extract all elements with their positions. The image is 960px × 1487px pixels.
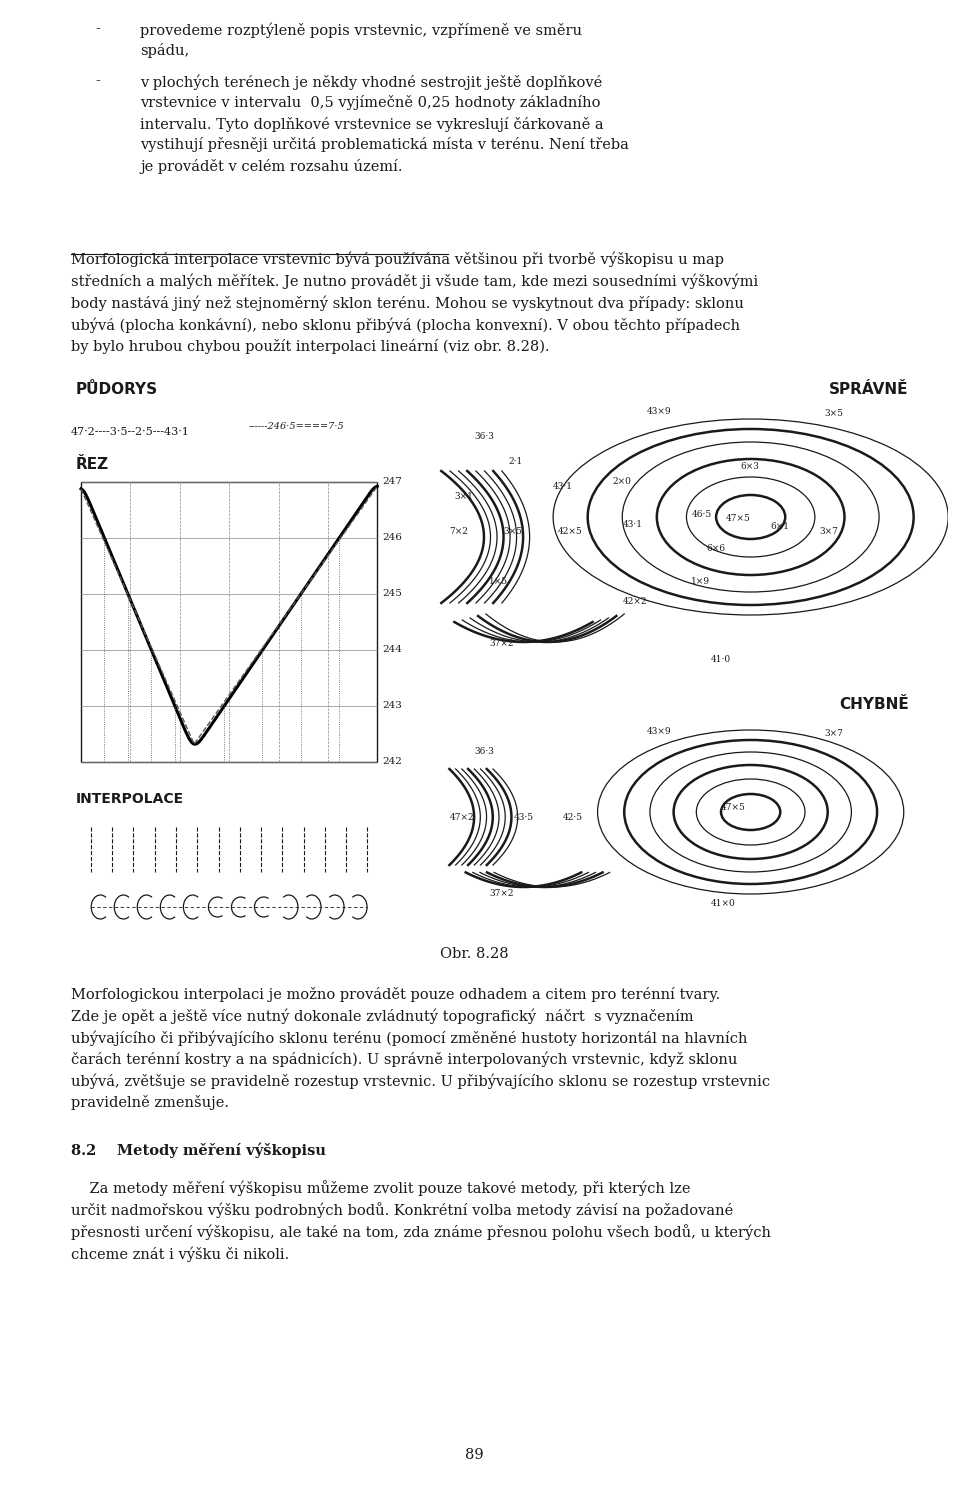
Text: 247: 247 bbox=[382, 477, 402, 486]
Text: 41·0: 41·0 bbox=[711, 656, 732, 665]
Text: ŘEZ: ŘEZ bbox=[76, 457, 109, 471]
Text: Morfologická interpolace vrstevnic bývá používána většinou při tvorbě výškopisu : Morfologická interpolace vrstevnic bývá … bbox=[71, 251, 758, 354]
Text: 43·1: 43·1 bbox=[622, 520, 642, 529]
Text: 3×5: 3×5 bbox=[504, 528, 523, 537]
Text: 43·5: 43·5 bbox=[514, 812, 534, 821]
Text: 46·5: 46·5 bbox=[691, 510, 711, 519]
Bar bbox=[81, 482, 377, 761]
Text: 6×1: 6×1 bbox=[771, 522, 789, 531]
Text: 245: 245 bbox=[382, 589, 402, 598]
Text: 6×6: 6×6 bbox=[707, 544, 725, 553]
Text: 3×5: 3×5 bbox=[825, 409, 844, 418]
Text: 89: 89 bbox=[465, 1448, 484, 1462]
Text: 2·1: 2·1 bbox=[509, 458, 523, 467]
Text: 242: 242 bbox=[382, 757, 402, 766]
Text: 246: 246 bbox=[382, 534, 402, 543]
Text: SPRÁVNĚ: SPRÁVNĚ bbox=[829, 382, 909, 397]
Text: 37×2: 37×2 bbox=[489, 889, 514, 898]
Text: ------246·5====7·5: ------246·5====7·5 bbox=[249, 422, 345, 431]
Text: 8.2    Metody měření výškopisu: 8.2 Metody měření výškopisu bbox=[71, 1142, 326, 1157]
Text: Obr. 8.28: Obr. 8.28 bbox=[440, 947, 509, 961]
Text: 43×9: 43×9 bbox=[647, 727, 672, 736]
Text: 47×5: 47×5 bbox=[721, 803, 746, 812]
Text: 47×2: 47×2 bbox=[449, 812, 474, 821]
Text: 6×3: 6×3 bbox=[741, 462, 759, 471]
Text: 42×2: 42×2 bbox=[622, 598, 647, 607]
Text: 244: 244 bbox=[382, 645, 402, 654]
Text: 47·2----3·5--2·5---43·1: 47·2----3·5--2·5---43·1 bbox=[71, 427, 190, 437]
Text: 243: 243 bbox=[382, 702, 402, 711]
Text: Morfologickou interpolaci je možno provádět pouze odhadem a citem pro terénní tv: Morfologickou interpolaci je možno prová… bbox=[71, 987, 770, 1109]
Text: CHYBNĚ: CHYBNĚ bbox=[839, 697, 909, 712]
Text: 7×2: 7×2 bbox=[449, 528, 468, 537]
Text: -: - bbox=[96, 74, 101, 88]
Text: 47×5: 47×5 bbox=[726, 515, 751, 523]
Text: 2×0: 2×0 bbox=[612, 477, 632, 486]
Text: PŮDORYS: PŮDORYS bbox=[76, 382, 158, 397]
Text: v plochých terénech je někdy vhodné sestrojit ještě doplňkové
vrstevnice v inter: v plochých terénech je někdy vhodné sest… bbox=[140, 74, 629, 174]
Text: 41×0: 41×0 bbox=[711, 900, 736, 909]
Text: 36·3: 36·3 bbox=[474, 748, 494, 757]
Text: 42·5: 42·5 bbox=[563, 812, 583, 821]
Text: provedeme rozptýleně popis vrstevnic, vzpřímeně ve směru
spádu,: provedeme rozptýleně popis vrstevnic, vz… bbox=[140, 22, 583, 58]
Text: 37×2: 37×2 bbox=[489, 639, 514, 648]
Text: 3×7: 3×7 bbox=[820, 528, 839, 537]
Text: Za metody měření výškopisu můžeme zvolit pouze takové metody, při kterých lze
ur: Za metody měření výškopisu můžeme zvolit… bbox=[71, 1181, 771, 1262]
Text: 43×9: 43×9 bbox=[647, 407, 672, 416]
Text: 1×9: 1×9 bbox=[691, 577, 710, 586]
Text: INTERPOLACE: INTERPOLACE bbox=[76, 793, 184, 806]
Text: -: - bbox=[96, 22, 101, 36]
Text: 1×5: 1×5 bbox=[489, 577, 508, 586]
Text: 3×1: 3×1 bbox=[454, 492, 473, 501]
Text: 3×7: 3×7 bbox=[825, 730, 844, 739]
Text: 36·3: 36·3 bbox=[474, 433, 494, 442]
Text: 43·1: 43·1 bbox=[553, 482, 573, 492]
Text: 42×5: 42×5 bbox=[558, 528, 583, 537]
